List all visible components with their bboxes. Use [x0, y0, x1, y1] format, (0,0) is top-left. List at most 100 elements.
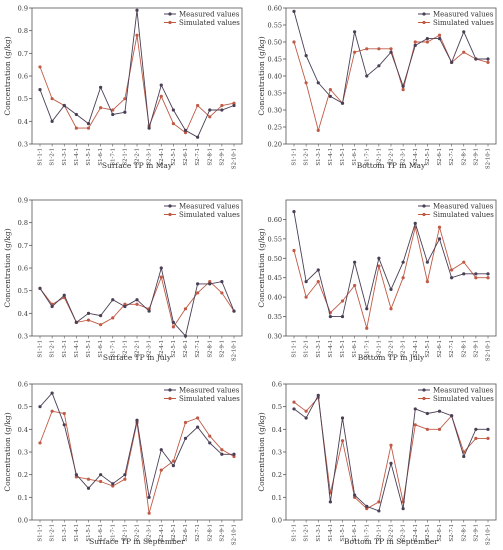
y-tick-label: 0.40	[268, 294, 282, 302]
data-point-measured	[196, 282, 200, 286]
data-point-measured	[50, 391, 54, 395]
y-axis-label: Concentration (g/kg)	[257, 412, 266, 491]
x-tick-label: S1-5-1	[340, 524, 346, 542]
x-tick-label: S2-7-1	[449, 524, 455, 542]
data-point-simulated	[38, 65, 42, 69]
data-point-measured	[123, 110, 127, 114]
chart-panel-6: 0.0 0.1 0.2 0.3 0.4 0.5 0.6 Concentration (g/kg…	[257, 381, 497, 546]
data-point-simulated	[474, 276, 478, 280]
x-tick-label: S2-5-1	[171, 340, 177, 358]
data-point-measured	[123, 304, 127, 309]
x-tick-label: S1-7-1	[364, 340, 370, 358]
data-point-simulated	[135, 302, 139, 306]
data-point-simulated	[183, 420, 188, 425]
data-point-measured	[135, 298, 139, 302]
x-tick-label: S2-6-1	[183, 148, 189, 166]
data-point-simulated	[474, 436, 478, 440]
data-point-simulated	[413, 40, 417, 44]
data-point-simulated	[38, 441, 42, 445]
x-tick-label: S2-6-1	[183, 524, 189, 542]
data-point-simulated	[292, 248, 296, 253]
x-tick-label: S2-1-1	[376, 340, 382, 358]
x-tick-label: S2-2-1	[389, 524, 395, 542]
data-point-simulated	[486, 60, 490, 64]
x-tick-label: S2-4-1	[413, 524, 419, 542]
y-tick-label: 0.2	[18, 471, 28, 479]
x-tick-label: S2-8-1	[207, 524, 213, 542]
data-point-simulated	[377, 500, 381, 504]
legend-label-simulated: Simulated values	[433, 19, 494, 27]
data-point-measured	[111, 112, 115, 117]
data-point-measured	[86, 122, 91, 126]
y-tick-label: 0.20	[268, 141, 282, 149]
data-point-simulated	[425, 280, 429, 284]
data-point-simulated	[425, 40, 429, 44]
data-point-measured	[74, 112, 78, 117]
y-tick-label: 0.60	[268, 5, 282, 13]
x-tick-label: S1-1-1	[292, 340, 298, 358]
x-tick-label: S1-4-1	[328, 340, 334, 358]
x-tick-label: S1-1-1	[38, 524, 44, 542]
y-tick-label: 0.4	[18, 118, 28, 126]
series-line-simulated	[39, 275, 235, 329]
chart-panel-1: 0.3 0.4 0.5 0.6 0.7 0.8 0.9 Concentration (g/kg…	[3, 5, 243, 170]
data-point-measured	[86, 311, 91, 315]
x-tick-label: S2-9-1	[473, 524, 479, 542]
data-point-simulated	[123, 97, 127, 101]
data-point-simulated	[111, 316, 115, 320]
x-tick-label: S1-7-1	[364, 524, 370, 542]
x-tick-label: S2-5-1	[171, 524, 177, 542]
chart-title: Bottom TP in July	[358, 353, 425, 362]
legend-label-measured: Measured values	[179, 203, 240, 211]
data-point-measured	[462, 454, 466, 459]
x-tick-label: S2-10-1	[486, 148, 492, 169]
x-tick-label: S2-4-1	[413, 148, 419, 166]
x-tick-label: S2-7-1	[195, 340, 201, 358]
data-point-measured	[365, 74, 369, 78]
y-tick-label: 0.8	[18, 27, 28, 35]
data-point-measured	[425, 37, 429, 41]
legend-marker-simulated	[422, 212, 426, 217]
x-tick-label: S2-10-1	[486, 524, 492, 545]
data-point-measured	[111, 482, 115, 486]
data-point-measured	[111, 298, 115, 302]
data-point-simulated	[86, 477, 91, 481]
data-point-simulated	[159, 275, 163, 279]
data-point-simulated	[316, 128, 320, 132]
data-point-simulated	[111, 484, 115, 488]
data-point-measured	[99, 85, 103, 89]
x-tick-label: S2-9-1	[473, 340, 479, 358]
x-tick-label: S1-4-1	[328, 524, 334, 542]
chart-panel-5: 0.0 0.1 0.2 0.3 0.4 0.5 0.6 Concentration (g/kg…	[3, 381, 243, 546]
data-point-simulated	[437, 225, 442, 229]
data-point-measured	[220, 452, 224, 456]
y-axis-label: Concentration (g/kg)	[3, 412, 12, 491]
x-tick-label: S1-5-1	[340, 340, 346, 358]
data-point-simulated	[437, 427, 442, 431]
x-tick-label: S2-8-1	[461, 148, 467, 166]
x-tick-label: S1-6-1	[98, 340, 104, 358]
data-point-measured	[183, 334, 188, 338]
data-point-measured	[38, 405, 42, 409]
data-point-measured	[413, 221, 417, 225]
data-point-measured	[232, 309, 236, 313]
data-point-simulated	[208, 115, 212, 119]
x-tick-label: S1-3-1	[316, 524, 322, 542]
data-point-measured	[401, 260, 405, 264]
x-tick-label: S1-7-1	[110, 524, 116, 542]
x-tick-label: S1-2-1	[50, 524, 56, 542]
data-point-simulated	[220, 291, 224, 295]
data-point-simulated	[220, 103, 224, 108]
y-tick-label: 0.35	[268, 313, 282, 321]
legend-marker-measured	[422, 204, 426, 208]
x-tick-label: S2-10-1	[232, 524, 238, 545]
data-point-measured	[437, 409, 442, 413]
data-point-measured	[401, 507, 405, 511]
data-point-simulated	[196, 103, 200, 108]
x-tick-label: S2-7-1	[195, 148, 201, 166]
data-point-simulated	[183, 131, 188, 135]
data-point-simulated	[316, 280, 320, 284]
data-point-measured	[486, 57, 490, 61]
data-point-measured	[38, 286, 42, 290]
